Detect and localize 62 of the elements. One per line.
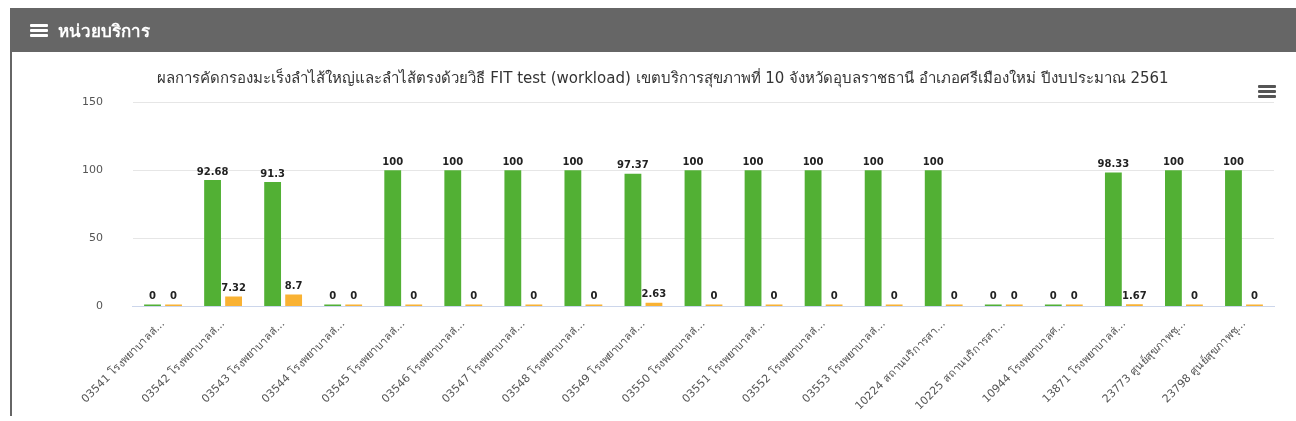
bar	[804, 170, 822, 306]
bar	[225, 296, 242, 306]
y-tick-label: 50	[89, 231, 103, 245]
bar	[1104, 172, 1122, 306]
bar	[384, 170, 402, 306]
data-label: 100	[922, 155, 944, 167]
data-label: 0	[1070, 290, 1078, 302]
data-label: 100	[862, 155, 884, 167]
data-label: 0	[950, 290, 958, 302]
bar	[444, 170, 462, 306]
data-label: 0	[710, 290, 718, 302]
data-label: 100	[382, 155, 404, 167]
data-label: 0	[530, 290, 538, 302]
data-label: 100	[562, 155, 584, 167]
bar	[624, 173, 642, 306]
data-label: 91.3	[260, 167, 285, 179]
data-label: 92.68	[196, 165, 229, 177]
data-label: 98.33	[1097, 158, 1130, 170]
bar	[564, 170, 582, 306]
data-label: 0	[830, 290, 838, 302]
text: หน่วยบริการ	[58, 19, 150, 43]
data-label: 2.63	[641, 288, 667, 300]
bar	[1165, 170, 1182, 306]
data-label: 0	[350, 290, 358, 302]
bar	[264, 181, 282, 306]
y-tick-label: 0	[96, 299, 103, 313]
data-label: 100	[802, 155, 824, 167]
data-label: 0	[989, 290, 997, 302]
data-label: 0	[770, 290, 778, 302]
chart-title: ผลการคัดกรองมะเร็งลำไส้ใหญ่และลำไส้ตรงด้วยวิธี FIT test (workload) เขตบริการสุขภาพที่ 10 จังหวัดอุบลราชธานี อำเภอศรีเมืองใหม่ ปีงบประมาณ 2561	[157, 66, 1169, 88]
data-label: 0	[1251, 290, 1258, 302]
bar	[744, 170, 762, 306]
data-label: 0	[1049, 290, 1057, 302]
data-label: 0	[149, 290, 157, 302]
data-label: 8.7	[284, 280, 303, 292]
data-label: 1.67	[1122, 289, 1147, 301]
data-label: 100	[502, 155, 524, 167]
data-label: 100	[1162, 155, 1184, 167]
bar	[285, 294, 303, 306]
bar	[504, 170, 522, 306]
y-tick-label: 100	[82, 163, 103, 176]
data-label: 100	[742, 155, 764, 167]
data-label: 0	[1190, 290, 1198, 302]
bar	[1225, 170, 1242, 306]
bar	[645, 302, 663, 306]
bar	[924, 170, 942, 306]
data-label: 0	[410, 290, 418, 302]
bar	[204, 180, 221, 306]
data-label: 97.37	[617, 159, 649, 171]
y-tick-label: 150	[82, 94, 103, 108]
data-label: 100	[1223, 155, 1244, 167]
bar	[684, 170, 702, 306]
data-label: 0	[329, 290, 337, 302]
data-label: 0	[890, 290, 898, 302]
data-label: 100	[682, 155, 704, 167]
data-label: 0	[1010, 290, 1018, 302]
bar	[864, 170, 882, 306]
data-label: 7.32	[221, 282, 246, 294]
data-label: 0	[470, 290, 478, 302]
data-label: 0	[590, 290, 598, 302]
data-label: 100	[442, 155, 464, 167]
data-label: 0	[170, 290, 178, 302]
